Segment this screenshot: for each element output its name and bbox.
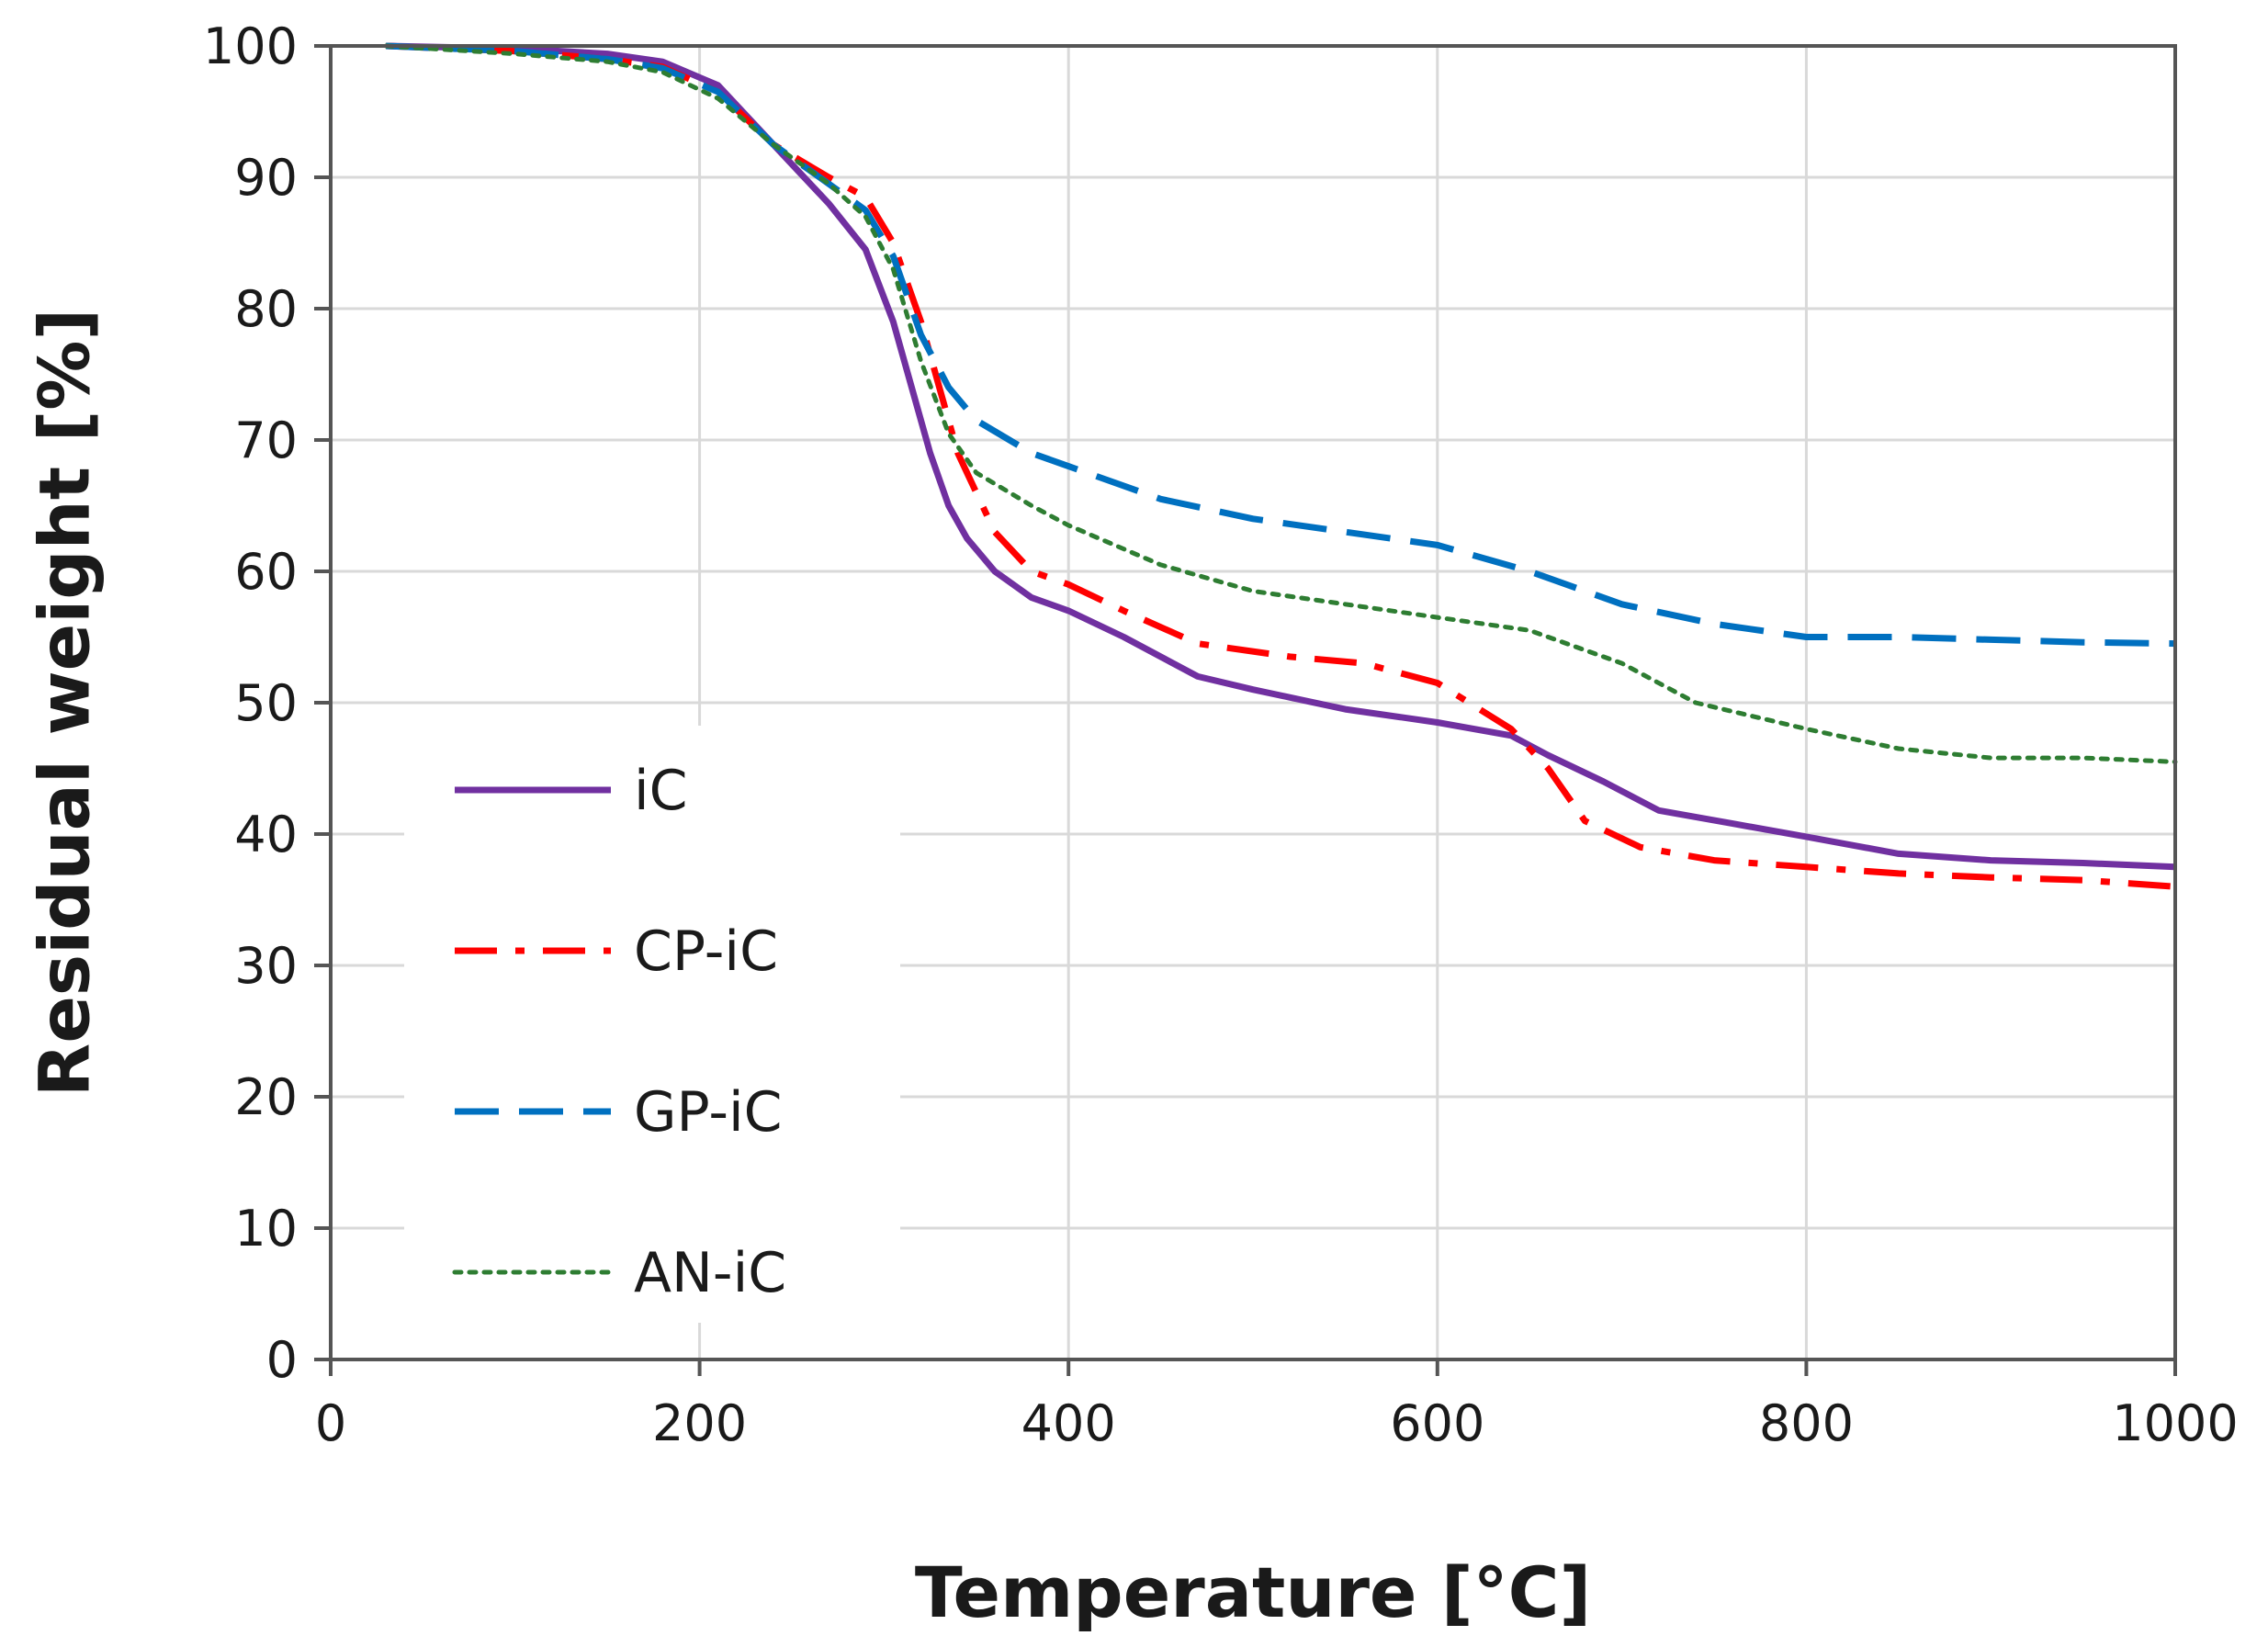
- y-tick-label-50: 50: [234, 674, 298, 732]
- y-tick-label-70: 70: [234, 412, 298, 469]
- x-tick-label-800: 800: [1759, 1394, 1854, 1452]
- x-tick-label-0: 0: [315, 1394, 346, 1452]
- y-tick-label-100: 100: [203, 17, 298, 75]
- x-tick-label-600: 600: [1390, 1394, 1484, 1452]
- legend-area: [404, 726, 900, 1323]
- x-tick-label-1000: 1000: [2112, 1394, 2238, 1452]
- x-tick-label-400: 400: [1021, 1394, 1116, 1452]
- legend-label-iC: iC: [634, 759, 688, 823]
- y-tick-label-60: 60: [234, 543, 298, 601]
- series-line-AN-iC: [383, 43, 2178, 764]
- axis-ticks: [314, 44, 2177, 1376]
- legend: iC CP-iC GP-iC AN-iC: [452, 759, 786, 1305]
- x-tick-label-200: 200: [652, 1394, 747, 1452]
- series-line-GP-iC: [386, 42, 2176, 648]
- legend-label-GP-iC: GP-iC: [634, 1080, 783, 1145]
- y-tick-label-0: 0: [266, 1331, 298, 1389]
- y-tick-label-20: 20: [234, 1068, 298, 1126]
- x-axis-title: Temperature [°C]: [915, 1551, 1591, 1633]
- legend-label-CP-iC: CP-iC: [634, 919, 778, 984]
- y-axis-title: Residual weight [%]: [24, 309, 106, 1097]
- x-tick-labels: 0 200 400 600 800 1000: [315, 1394, 2239, 1452]
- y-tick-labels: 0 10 20 30 40 50 60 70 80 90 100: [203, 17, 298, 1389]
- y-tick-label-10: 10: [234, 1200, 298, 1258]
- y-tick-label-30: 30: [234, 937, 298, 995]
- y-tick-label-90: 90: [234, 149, 298, 207]
- legend-background: [404, 726, 900, 1323]
- y-tick-label-80: 80: [234, 280, 298, 338]
- y-tick-label-40: 40: [234, 806, 298, 863]
- series-lines: [383, 42, 2178, 890]
- legend-label-AN-iC: AN-iC: [634, 1241, 786, 1305]
